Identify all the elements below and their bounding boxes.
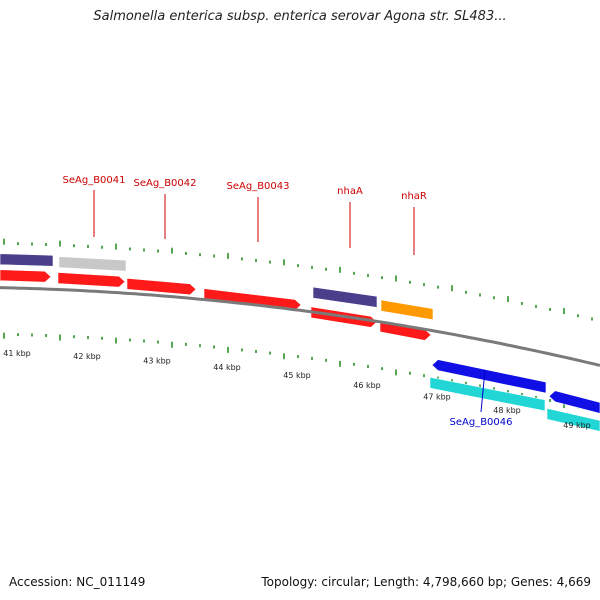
gene-gray-block [58, 256, 127, 272]
axis-tick-label: 41 kbp [3, 349, 31, 358]
topology-summary: Topology: circular; Length: 4,798,660 bp… [261, 575, 591, 589]
axis-tick-label: 45 kbp [283, 371, 311, 380]
gene-label-forward: SeAg_B0042 [134, 178, 197, 189]
map-title: Salmonella enterica subsp. enterica sero… [93, 9, 507, 24]
gene-labels: SeAg_B0041 SeAg_B0042 SeAg_B0043 nhaA nhaR Se… [63, 175, 513, 428]
axis-tick-label: 43 kbp [143, 356, 171, 365]
label-leader [480, 369, 486, 413]
cds-forward [57, 272, 126, 288]
gene-features [0, 253, 600, 432]
gene-cyan-block [546, 407, 600, 432]
axis-tick-label: 48 kbp [493, 406, 521, 415]
axis-tick-label: 44 kbp [213, 363, 241, 372]
gene-label-forward: nhaA [337, 186, 363, 197]
axis-labels: 41 kbp 42 kbp 43 kbp 44 kbp 45 kbp 46 kbp 47 k… [3, 349, 591, 430]
axis-tick-label: 42 kbp [73, 352, 101, 361]
gene-label-forward: SeAg_B0041 [63, 175, 126, 186]
accession-text: Accession: NC_011149 [9, 575, 146, 589]
gene-label-forward: nhaR [401, 191, 427, 202]
axis-tick-label: 47 kbp [423, 392, 451, 401]
gene-cyan-block [429, 376, 546, 412]
axis-tick-label: 46 kbp [353, 381, 381, 390]
cds-reverse [548, 390, 600, 414]
gene-label-reverse: SeAg_B0046 [450, 417, 513, 428]
backbone [0, 286, 600, 367]
cds-forward [126, 277, 197, 296]
cds-reverse [431, 359, 547, 394]
gene-nhar-block [380, 299, 434, 321]
cds-forward [0, 269, 52, 283]
gene-nhaa-block [312, 286, 378, 308]
gene-label-forward: SeAg_B0043 [227, 181, 290, 192]
backbone-line [0, 286, 600, 367]
axis-tick-label: 49 kbp [563, 421, 591, 430]
outer-ticks [3, 238, 593, 321]
gene-purple-block [0, 253, 54, 267]
cds-forward [203, 288, 302, 311]
